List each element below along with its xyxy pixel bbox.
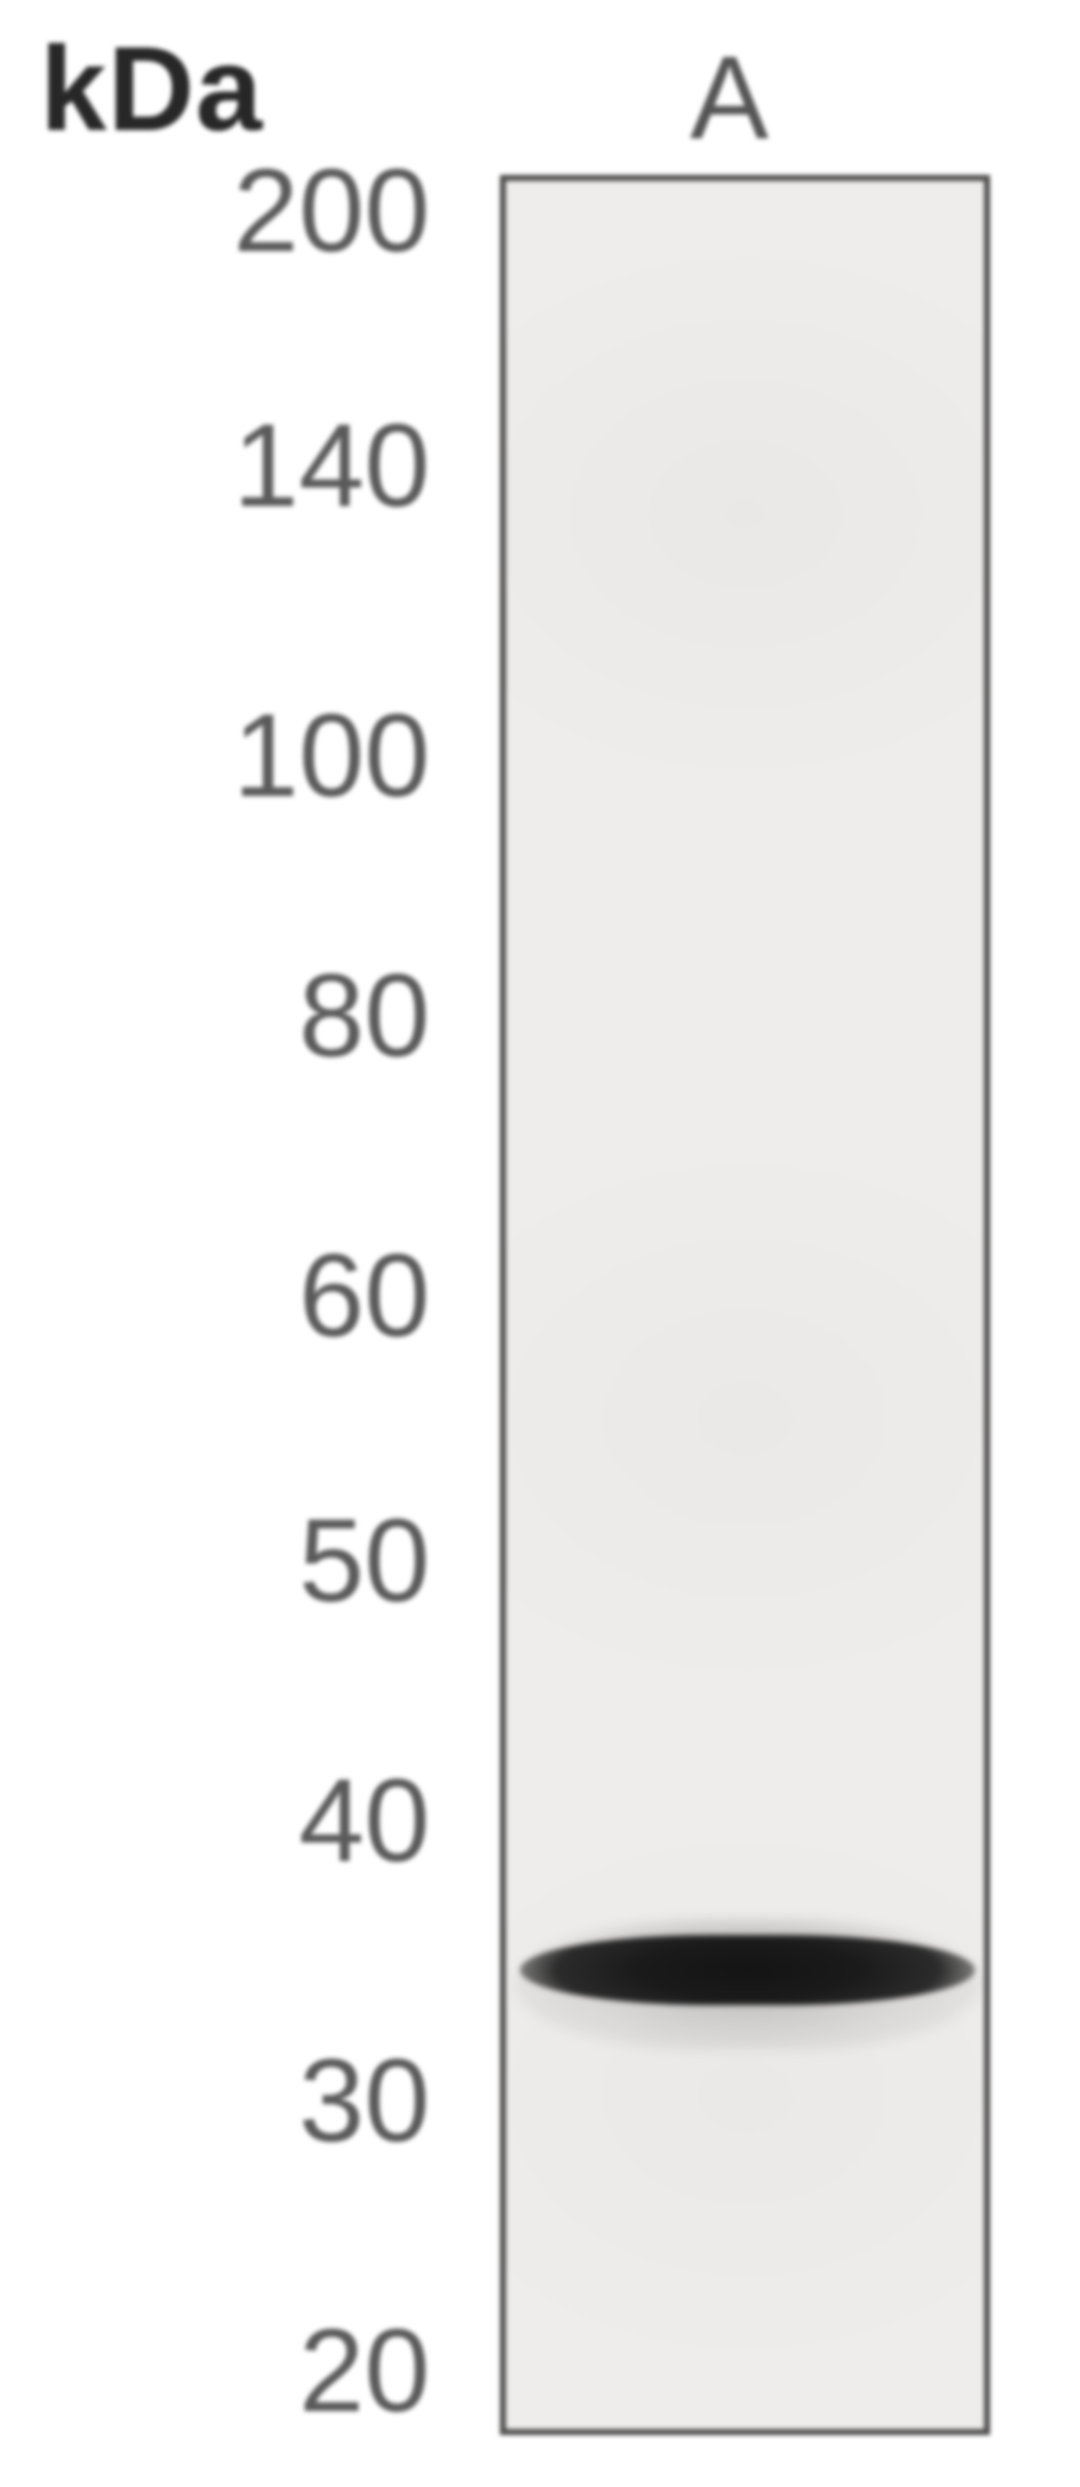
western-blot-figure: kDa A 200 140 100 80 60 50 40 30 20	[0, 0, 1080, 2487]
tick-label-20: 20	[50, 2312, 430, 2430]
tick-label-200: 200	[50, 152, 430, 270]
tick-label-40: 40	[50, 1762, 430, 1880]
tick-label-140: 140	[50, 407, 430, 525]
tick-label-50: 50	[50, 1502, 430, 1620]
tick-label-80: 80	[50, 957, 430, 1075]
lane-a-box	[500, 175, 990, 2435]
lane-a-band-35kda	[520, 1935, 975, 2005]
lane-header-a: A	[690, 30, 769, 166]
tick-label-30: 30	[50, 2042, 430, 2160]
tick-label-60: 60	[50, 1237, 430, 1355]
tick-label-100: 100	[50, 697, 430, 815]
axis-unit-label: kDa	[40, 20, 263, 158]
